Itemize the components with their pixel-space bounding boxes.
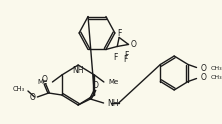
Text: O: O [200, 64, 206, 73]
Text: F: F [125, 51, 129, 60]
Text: NH: NH [72, 66, 84, 75]
Text: CH₃: CH₃ [13, 86, 25, 92]
Text: NH: NH [107, 98, 119, 108]
Text: CH₃: CH₃ [211, 75, 222, 80]
Text: Me: Me [109, 79, 119, 85]
Text: F: F [113, 53, 117, 62]
Text: F: F [123, 55, 128, 64]
Text: Me: Me [38, 79, 48, 85]
Text: O: O [93, 81, 99, 91]
Text: CH₃: CH₃ [211, 66, 222, 71]
Text: F: F [117, 29, 121, 38]
Text: O: O [42, 76, 48, 84]
Text: O: O [130, 40, 136, 49]
Text: O: O [30, 93, 36, 102]
Text: O: O [200, 73, 206, 82]
